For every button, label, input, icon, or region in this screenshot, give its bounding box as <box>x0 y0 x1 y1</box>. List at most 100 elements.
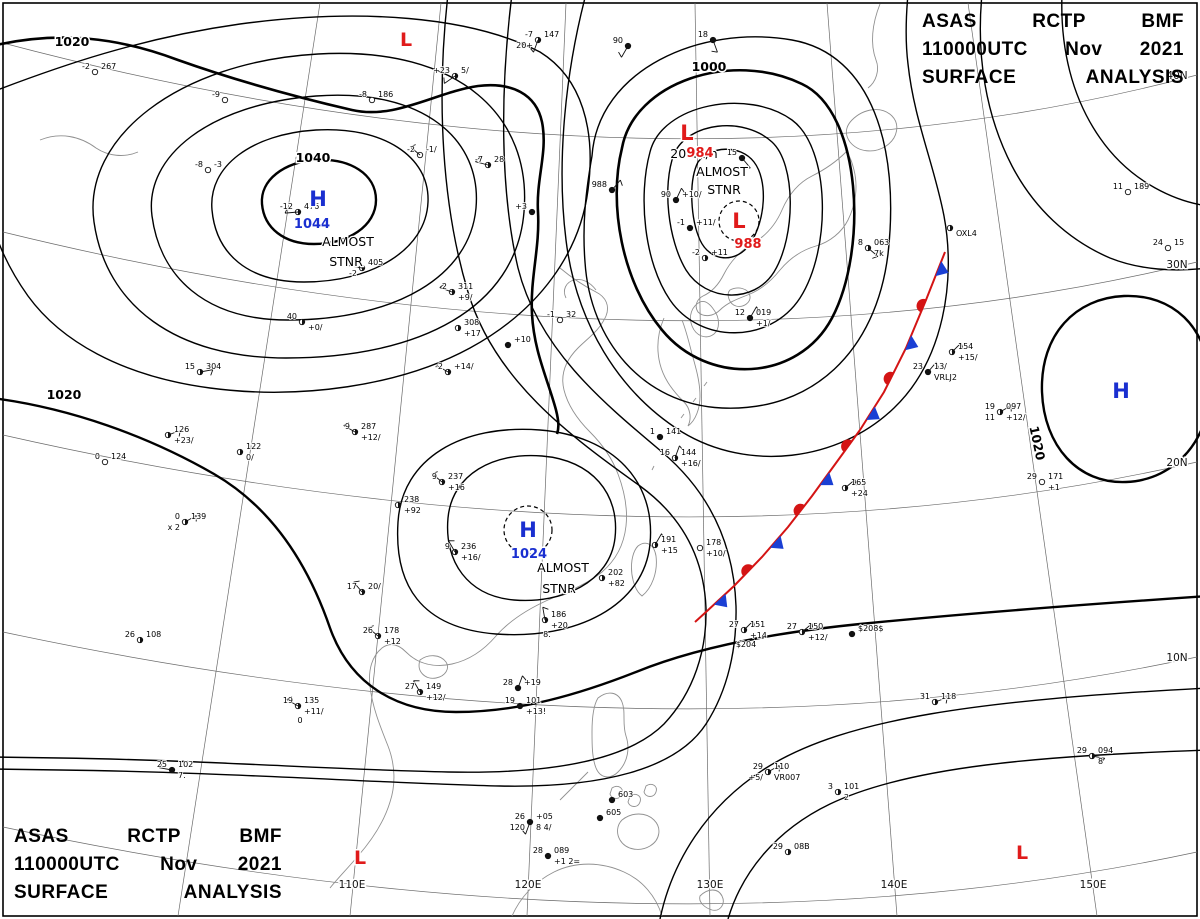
wind-barb-icon <box>675 187 686 201</box>
station-value: 139 <box>191 512 206 521</box>
station-plot: 40 +0/ <box>286 311 324 333</box>
coast-palawan <box>559 771 589 801</box>
title-line: ASAS RCTP BMF <box>922 8 1184 36</box>
station-value: 186 <box>551 610 566 619</box>
station-value: 8 <box>1098 757 1103 766</box>
station-value: +15 <box>661 546 678 555</box>
station-value: 988 <box>592 180 607 189</box>
coast-taiwan <box>631 542 657 597</box>
station-value: 102 <box>178 760 193 769</box>
isobar-1004-ring <box>583 36 892 409</box>
station-plot: 19 097 11 +12/ <box>984 401 1027 423</box>
isobar-1020-bold-south <box>0 397 1200 714</box>
station-value: 7. <box>178 771 186 780</box>
station-value: 126 <box>174 425 189 434</box>
station-value: 32 <box>566 310 576 319</box>
station-value: 0 <box>297 716 302 725</box>
wind-barb-icon <box>844 479 857 489</box>
station-value: 189 <box>1134 182 1149 191</box>
station-value: +12/ <box>426 693 446 702</box>
station-value: +11 <box>711 248 728 257</box>
station-value: 11 <box>985 413 995 422</box>
station-circle-half-fill <box>448 369 451 375</box>
wind-barb-icon <box>743 620 756 631</box>
station-value: $208$ <box>858 624 883 633</box>
station-plot: 19 135 +11/0 <box>282 695 325 726</box>
station-circle-half-fill <box>838 789 841 795</box>
isobar-992-ring <box>667 125 791 296</box>
station-value: 20/ <box>368 582 381 591</box>
wind-barb-icon <box>443 75 456 84</box>
wind-barb-icon <box>611 179 623 191</box>
station-value: 29 <box>1027 472 1037 481</box>
station-plot: 28 +19 <box>502 675 542 692</box>
station-plot: -2 +14/ <box>434 361 475 376</box>
station-value: 26 <box>125 630 135 639</box>
station-value: +16/ <box>681 459 701 468</box>
annotation-text: ALMOST <box>322 234 374 249</box>
station-value: +92 <box>404 506 421 515</box>
title-word: BMF <box>1141 11 1184 32</box>
station-plot: 988 <box>591 179 623 194</box>
station-circle-half-fill <box>705 255 708 261</box>
station-plot: 2 311 +9/ <box>439 281 474 303</box>
station-value: +10/ <box>682 190 702 199</box>
station-plot: 15 <box>726 147 751 170</box>
station-value: -3 <box>214 160 222 169</box>
cold-front-triangle <box>866 406 880 421</box>
station-value: 12 <box>735 308 745 317</box>
low-mark: L <box>354 847 366 869</box>
station-plot: 308+17 <box>454 317 482 339</box>
title-word: RCTP <box>1032 11 1086 32</box>
coast-china-vietnam <box>329 267 627 889</box>
cold-front-triangle <box>819 472 834 486</box>
wind-barb-icon <box>867 247 879 259</box>
station-value: 19 <box>985 402 995 411</box>
station-value: +15/ <box>958 353 978 362</box>
station-plot: 31 118 <box>919 691 957 706</box>
station-plot: -7 28 <box>474 154 505 169</box>
station-value: +1 2= <box>554 857 580 866</box>
station-plot: 8 063 7k <box>857 237 890 259</box>
coast-shikoku <box>727 287 751 307</box>
wind-barb-icon <box>409 144 421 156</box>
low-center-value: 984 <box>686 146 713 161</box>
station-value: 29 <box>773 842 783 851</box>
station-value: 311 <box>458 282 473 291</box>
coast-inland-lake <box>39 135 139 156</box>
station-circle-icon <box>1038 478 1046 486</box>
station-circle-half-fill <box>298 209 301 215</box>
station-value: 19 <box>283 696 293 705</box>
station-circle-icon <box>656 433 664 441</box>
station-circle-icon <box>1164 244 1172 252</box>
station-plot: 238+92 <box>394 494 422 516</box>
coast-luzon <box>591 692 629 778</box>
station-value: VR007 <box>774 773 800 782</box>
station-plot: -2 +11 <box>691 247 729 262</box>
station-value: 178 <box>706 538 721 547</box>
chart-title-bottom-left: ASAS RCTP BMF 110000UTC Nov 2021 SURFACE ANALYS… <box>14 823 282 907</box>
station-value: 149 <box>426 682 441 691</box>
station-value: +10 <box>514 335 531 344</box>
annotation-text: ALMOST <box>537 560 589 575</box>
station-value: 90 <box>613 36 623 45</box>
station-circle-half-fill <box>538 37 541 43</box>
station-value: 154 <box>958 342 973 351</box>
station-plot: 0 124 <box>94 451 127 466</box>
station-value: 29 <box>1077 746 1087 755</box>
title-line: SURFACE ANALYSIS <box>922 64 1184 92</box>
station-value: 25 <box>157 760 167 769</box>
station-value: 7k <box>874 249 884 258</box>
lat-label: 10N <box>1166 652 1187 664</box>
station-plot: 29 094 8 <box>1076 745 1114 767</box>
station-plot: -2 267 <box>81 61 117 76</box>
station-value: 141 <box>666 427 681 436</box>
title-word: RCTP <box>127 826 181 847</box>
station-circle-icon <box>544 852 552 860</box>
wind-barb-icon <box>348 260 363 269</box>
station-circle-icon <box>528 208 536 216</box>
wind-barb-icon <box>1091 755 1106 764</box>
station-value: -2 <box>349 269 357 278</box>
